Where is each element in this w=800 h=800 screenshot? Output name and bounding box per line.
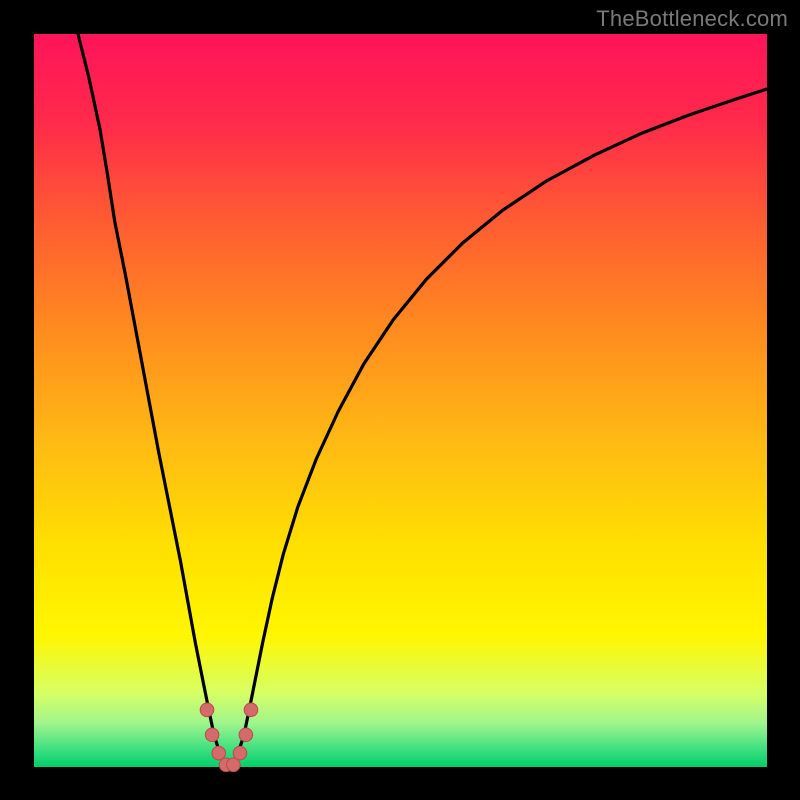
marker-dot xyxy=(233,746,247,760)
marker-group xyxy=(200,703,258,772)
marker-dot xyxy=(239,728,253,742)
bottleneck-curve xyxy=(78,34,767,766)
plot-area xyxy=(34,34,767,767)
marker-dot xyxy=(212,746,226,760)
marker-dot xyxy=(200,703,214,717)
watermark-text: TheBottleneck.com xyxy=(596,6,788,32)
curve-layer xyxy=(34,34,767,767)
marker-dot xyxy=(244,703,258,717)
marker-dot xyxy=(205,728,219,742)
